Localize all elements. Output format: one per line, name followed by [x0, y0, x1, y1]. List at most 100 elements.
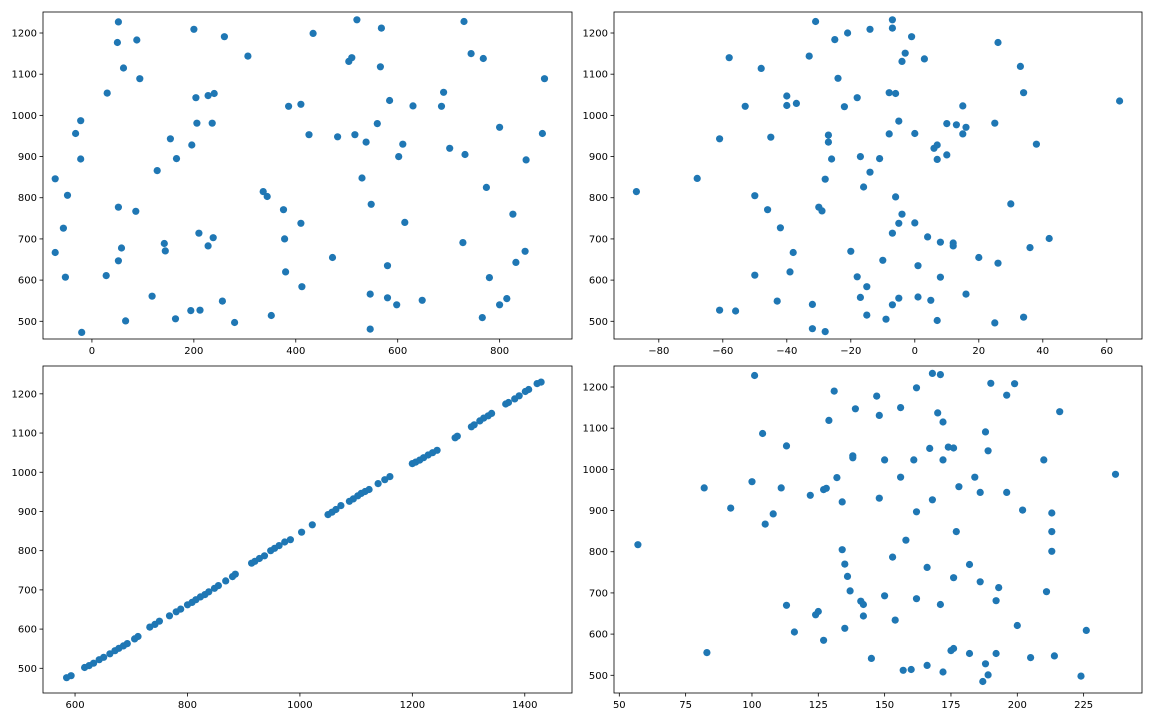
data-point — [863, 283, 871, 291]
data-point — [90, 659, 98, 667]
data-point — [933, 141, 941, 149]
data-point — [851, 405, 860, 413]
data-point — [838, 498, 846, 506]
data-point — [100, 653, 108, 661]
data-point — [789, 248, 797, 257]
data-point — [367, 200, 375, 208]
data-point — [914, 293, 922, 301]
data-point — [133, 36, 141, 44]
data-point — [748, 478, 756, 486]
data-point — [166, 135, 174, 143]
data-point — [822, 484, 830, 492]
data-point — [814, 607, 822, 616]
data-point — [114, 203, 122, 211]
y-tick-label: 1100 — [12, 429, 37, 440]
data-point — [936, 600, 945, 609]
data-point — [767, 133, 775, 141]
data-point — [51, 248, 59, 257]
data-point — [847, 247, 855, 255]
data-point — [897, 473, 905, 481]
y-tick-label: 900 — [18, 152, 37, 163]
data-point — [337, 502, 345, 510]
data-point — [984, 447, 992, 455]
data-point — [196, 306, 204, 314]
data-point — [769, 510, 777, 518]
data-point — [222, 577, 230, 585]
y-tick-label: 1000 — [12, 468, 37, 479]
data-point — [132, 207, 140, 215]
data-point — [366, 290, 374, 298]
data-point — [716, 135, 724, 143]
data-point — [190, 25, 198, 33]
axes-frame — [42, 365, 573, 694]
data-point — [525, 385, 533, 394]
data-point — [875, 494, 883, 502]
data-point — [538, 129, 547, 138]
data-point — [981, 428, 990, 436]
data-point — [994, 259, 1002, 267]
data-point — [171, 315, 180, 323]
data-point — [286, 536, 294, 544]
data-point — [210, 89, 218, 98]
data-point — [260, 552, 269, 560]
data-point — [892, 89, 900, 98]
data-point — [165, 612, 174, 620]
data-point — [881, 592, 889, 600]
data-point — [522, 156, 530, 164]
data-point — [488, 409, 496, 417]
data-point — [61, 273, 69, 281]
data-point — [950, 444, 958, 452]
data-point — [485, 274, 493, 282]
data-point — [482, 183, 490, 191]
data-point — [102, 272, 110, 280]
data-point — [195, 229, 203, 237]
y-tick-label: 600 — [18, 625, 37, 636]
y-tick-label: 800 — [18, 546, 37, 557]
y-tick-label: 700 — [589, 234, 608, 245]
y-tick-label: 700 — [589, 588, 608, 599]
y-tick-label: 1100 — [583, 424, 608, 435]
data-point — [759, 429, 767, 438]
data-point — [376, 63, 384, 71]
data-point — [119, 64, 128, 72]
data-point — [895, 219, 903, 227]
data-point — [841, 624, 849, 632]
data-point — [409, 102, 417, 110]
data-point — [297, 219, 305, 227]
data-point — [881, 456, 889, 464]
data-point — [889, 553, 897, 561]
data-point — [700, 484, 708, 492]
data-point — [939, 418, 947, 426]
data-point — [952, 121, 961, 129]
x-tick-label: −40 — [776, 346, 797, 357]
data-point — [282, 268, 290, 276]
data-point — [1048, 547, 1056, 555]
y-tick-label: 1100 — [12, 70, 37, 81]
data-point — [470, 421, 478, 429]
data-point — [67, 672, 75, 680]
y-tick-label: 1000 — [12, 111, 37, 122]
subplot-bottom-right: 50 75 100 125 150 175 200 225 500 600 700 800 900 100… — [583, 365, 1143, 711]
data-point — [783, 101, 791, 110]
data-point — [888, 301, 897, 309]
data-point — [386, 96, 394, 105]
data-point — [460, 17, 468, 26]
data-point — [281, 235, 289, 243]
data-point — [155, 617, 163, 625]
data-point — [962, 290, 970, 298]
data-point — [927, 296, 935, 304]
data-point — [1032, 140, 1040, 148]
data-point — [117, 244, 126, 252]
data-point — [1016, 62, 1024, 70]
data-point — [898, 57, 906, 65]
x-tick-label: 800 — [490, 346, 509, 357]
data-point — [153, 167, 161, 175]
y-tick-label: 1200 — [583, 383, 608, 394]
data-point — [504, 398, 513, 407]
data-point — [821, 175, 829, 183]
data-point — [160, 239, 168, 248]
data-point — [971, 473, 979, 481]
data-point — [1019, 506, 1027, 514]
data-point — [496, 123, 504, 131]
